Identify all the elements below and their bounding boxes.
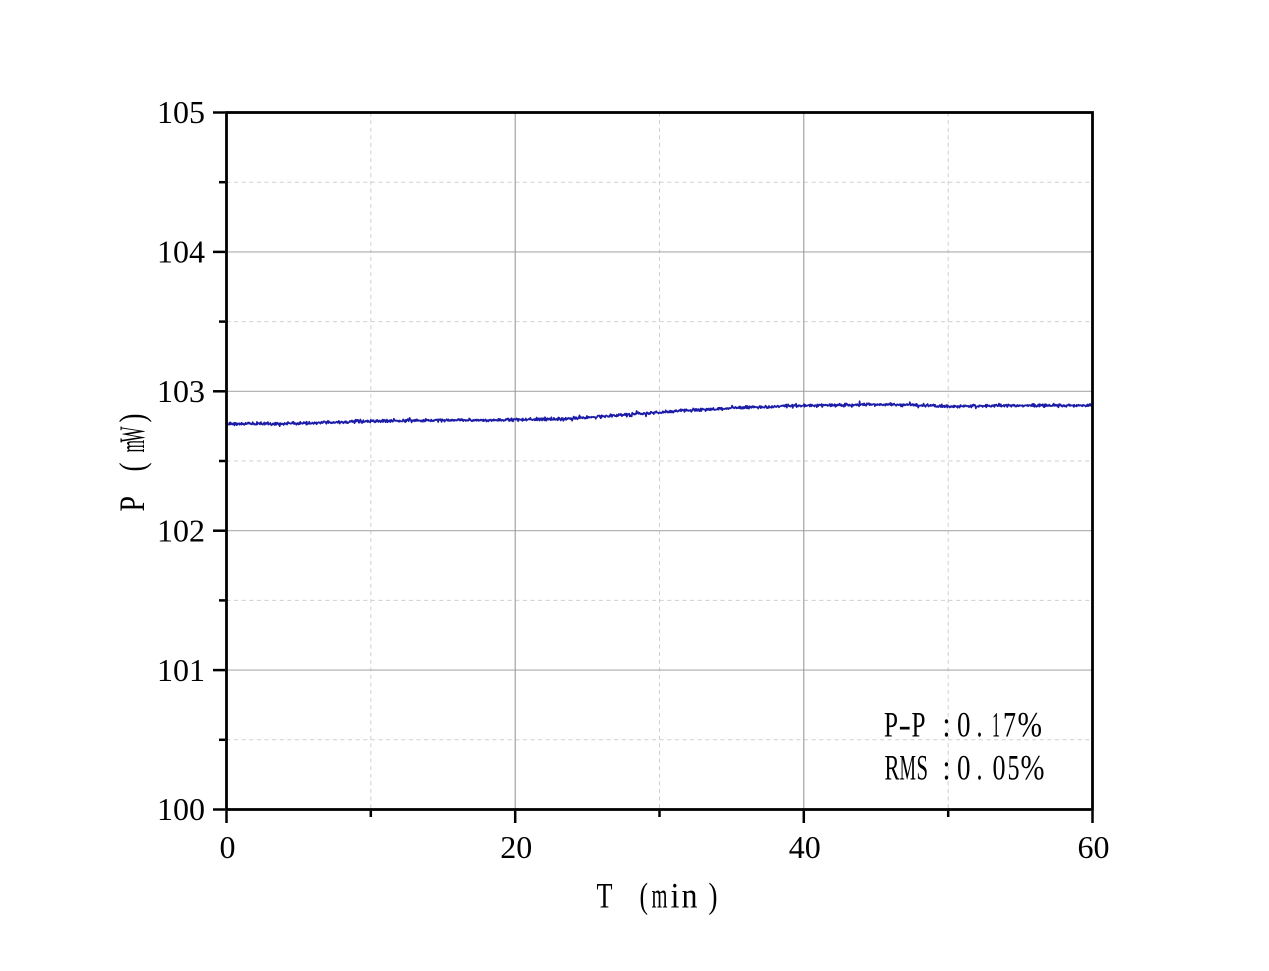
svg-text:20: 20 <box>500 829 532 865</box>
svg-text:104: 104 <box>157 234 205 270</box>
svg-text:101: 101 <box>157 652 205 688</box>
svg-text:P(mW): P(mW) <box>112 414 152 512</box>
svg-text:105: 105 <box>157 94 205 130</box>
svg-text:0: 0 <box>220 829 236 865</box>
svg-text:100: 100 <box>157 791 205 827</box>
svg-text:P-P:0.17%: P-P:0. 17% <box>884 705 1042 745</box>
svg-text:40: 40 <box>789 829 821 865</box>
svg-text:RMS:0.05%: RMS:0. 05% <box>885 748 1045 788</box>
svg-text:103: 103 <box>157 373 205 409</box>
svg-text:T(min): T (min) <box>597 875 718 915</box>
svg-text:102: 102 <box>157 512 205 548</box>
svg-text:60: 60 <box>1078 829 1110 865</box>
